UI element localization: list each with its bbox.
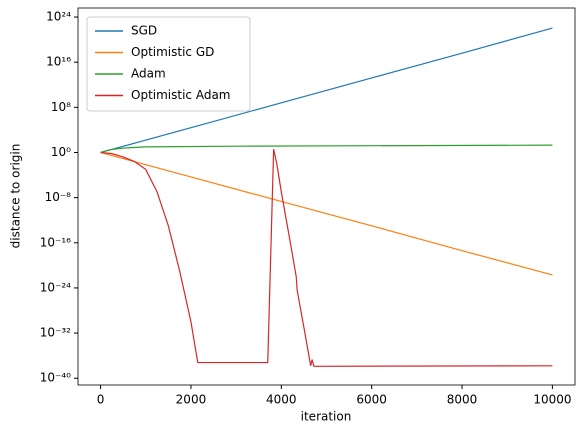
x-tick-label: 2000 [176, 393, 207, 407]
x-tick-label: 6000 [356, 393, 387, 407]
series-line [100, 144, 553, 154]
legend-label: SGD [131, 24, 157, 38]
series-line [100, 148, 553, 367]
x-tick-label: 4000 [266, 393, 297, 407]
y-tick-label: 10⁻³² [40, 326, 71, 340]
legend-label: Optimistic GD [131, 45, 214, 59]
y-tick-label: 10¹⁶ [46, 55, 71, 69]
series-line [100, 151, 553, 276]
x-axis-label: iteration [301, 410, 352, 424]
y-tick-label: 10⁻²⁴ [40, 280, 71, 294]
y-tick-label: 10⁻¹⁶ [40, 235, 71, 249]
y-tick-label: 10⁻⁴⁰ [40, 371, 71, 385]
legend-label: Adam [131, 67, 166, 81]
y-tick-label: 10²⁴ [46, 10, 71, 24]
x-tick-label: 10000 [533, 393, 571, 407]
y-tick-label: 10⁸ [51, 100, 71, 114]
plot-frame [77, 7, 576, 386]
y-tick-label: 10⁻⁸ [45, 190, 72, 204]
y-axis-label: distance to origin [9, 144, 23, 249]
x-tick-label: 0 [97, 393, 105, 407]
legend-box [86, 16, 251, 112]
x-tick-label: 8000 [447, 393, 478, 407]
series-line [100, 27, 553, 154]
y-tick-label: 10⁰ [51, 145, 71, 159]
legend-label: Optimistic Adam [131, 88, 231, 102]
